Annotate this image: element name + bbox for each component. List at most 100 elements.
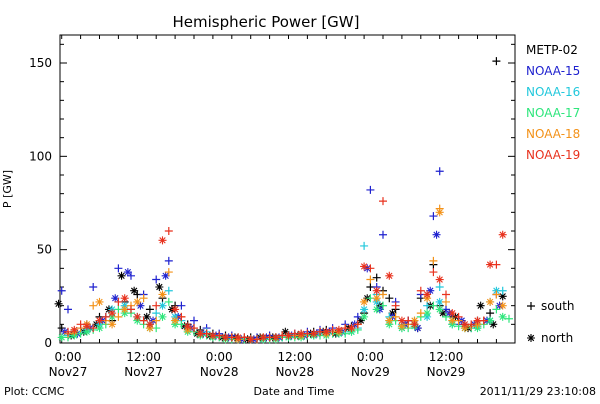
south-point: [101, 312, 110, 321]
south-point: [190, 316, 198, 325]
north-point: [284, 331, 293, 340]
north-point: [410, 320, 419, 329]
north-point: [70, 325, 79, 334]
north-point: [435, 275, 444, 284]
x-tick-label-time: 12:00: [278, 350, 313, 364]
north-point: [460, 320, 469, 329]
north-point: [136, 301, 145, 310]
north-point: [57, 333, 66, 342]
legend-symbol-label: south: [541, 299, 575, 313]
x-tick-label-time: 12:00: [429, 350, 464, 364]
north-point: [221, 333, 230, 342]
south-point: [379, 230, 387, 239]
south-point: [89, 283, 98, 291]
north-point: [158, 236, 167, 245]
north-point: [171, 316, 180, 325]
south-point: [379, 197, 387, 206]
north-point: [498, 301, 507, 310]
north-point: [158, 312, 167, 321]
legend-symbol-label: north: [541, 331, 573, 345]
north-point: [155, 283, 164, 291]
south-point: [152, 316, 161, 325]
x-tick-label-date: Nov29: [427, 365, 466, 379]
south-point: [391, 312, 400, 321]
south-point: [152, 275, 161, 284]
south-point: [366, 264, 375, 273]
south-point: [177, 312, 186, 321]
south-point: [416, 309, 425, 318]
north-point: [123, 268, 132, 277]
south-point: [486, 309, 495, 318]
north-point: [360, 262, 369, 271]
north-point: [347, 324, 356, 333]
north-point: [486, 260, 495, 269]
north-point: [117, 271, 126, 280]
south-point: [190, 324, 198, 333]
y-axis-label: P [GW]: [1, 170, 14, 208]
north-point: [161, 271, 170, 280]
south-point: [89, 301, 98, 310]
south-point: [114, 297, 123, 306]
south-point: [177, 301, 186, 310]
north-point: [448, 309, 457, 318]
north-point: [432, 230, 441, 239]
legend-symbol-plus: [527, 302, 535, 310]
south-point: [152, 309, 161, 318]
north-point: [473, 316, 482, 325]
south-point: [89, 324, 98, 333]
x-axis-label: Date and Time: [254, 385, 335, 398]
north-point: [334, 325, 343, 334]
legend-entry: NOAA-18: [526, 127, 580, 141]
north-point: [95, 297, 104, 306]
x-tick-label-date: Nov28: [200, 365, 239, 379]
north-point: [130, 286, 139, 295]
south-point: [127, 305, 135, 314]
south-point: [385, 294, 394, 303]
south-point: [442, 290, 450, 299]
legend-entry: NOAA-17: [526, 106, 580, 120]
south-point: [152, 301, 161, 310]
north-point: [158, 301, 167, 310]
south-point: [164, 286, 173, 295]
x-tick-label-time: 0:00: [55, 350, 82, 364]
legend-entry: METP-02: [526, 43, 578, 57]
y-tick-label: 150: [29, 56, 52, 70]
legend-entry: NOAA-16: [526, 85, 580, 99]
north-point: [246, 335, 255, 344]
footer-credit: Plot: CCMC: [4, 385, 65, 398]
north-point: [476, 301, 485, 310]
north-point: [486, 316, 495, 325]
south-point: [353, 320, 362, 329]
south-point: [379, 301, 387, 310]
south-point: [64, 327, 72, 336]
south-point: [114, 264, 123, 273]
north-point: [372, 286, 381, 295]
north-point: [498, 292, 507, 301]
north-point: [372, 294, 381, 303]
north-point: [435, 208, 444, 217]
x-tick-label-date: Nov28: [275, 365, 314, 379]
north-point: [486, 297, 495, 306]
south-point: [429, 212, 438, 221]
north-point: [259, 333, 268, 342]
north-point: [423, 309, 432, 318]
north-point: [435, 297, 444, 306]
legend-symbol-star: [527, 334, 535, 342]
south-point: [366, 275, 375, 284]
south-point: [164, 268, 173, 277]
south-point: [492, 305, 501, 314]
north-point: [438, 309, 447, 318]
north-point: [372, 305, 381, 314]
symbol-legend: south north: [527, 299, 575, 345]
south-point: [492, 57, 501, 66]
north-point: [133, 312, 142, 321]
south-point: [429, 256, 438, 265]
y-axis-ticks: 0 50 100 150: [29, 43, 515, 350]
north-point: [435, 305, 444, 314]
footer-timestamp: 2011/11/29 23:10:08: [480, 385, 596, 398]
north-point: [413, 324, 422, 333]
x-tick-label-time: 0:00: [357, 350, 384, 364]
north-point: [120, 305, 129, 314]
x-tick-label-time: 0:00: [206, 350, 233, 364]
